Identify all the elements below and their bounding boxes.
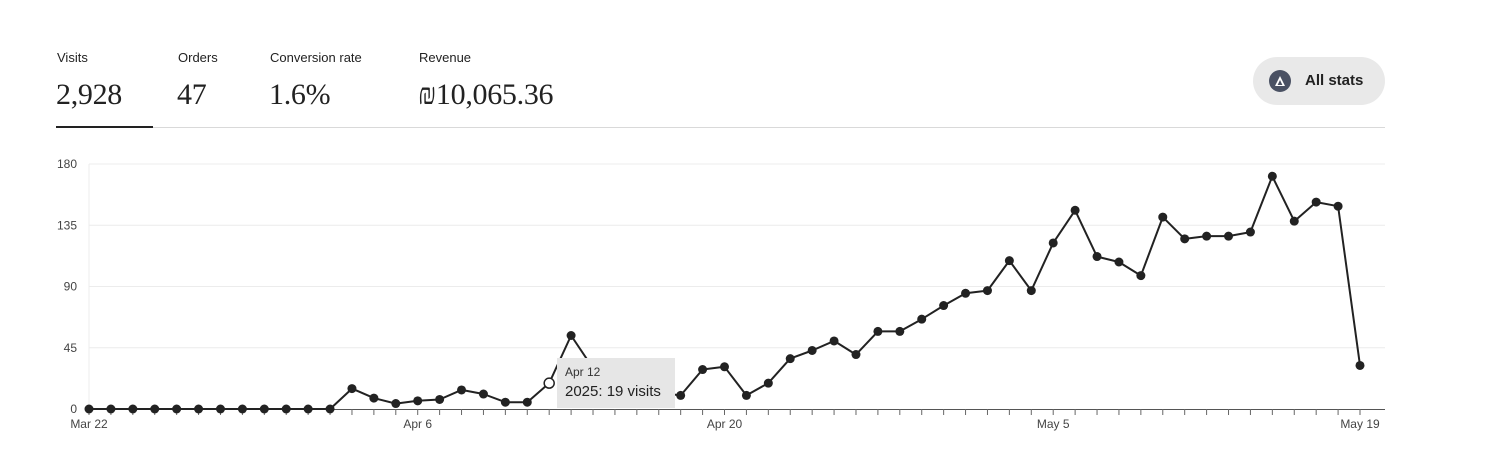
data-point bbox=[1048, 238, 1058, 248]
y-tick-label: 180 bbox=[57, 157, 77, 171]
data-point bbox=[215, 404, 225, 414]
x-tick-label: Apr 20 bbox=[707, 417, 743, 431]
data-point bbox=[106, 404, 116, 414]
all-stats-button[interactable]: All stats bbox=[1253, 57, 1385, 105]
stat-label: Orders bbox=[178, 50, 218, 65]
stat-label: Revenue bbox=[419, 50, 472, 65]
data-point bbox=[720, 362, 729, 372]
data-point bbox=[785, 354, 795, 364]
data-point bbox=[939, 301, 949, 311]
data-point bbox=[763, 378, 773, 388]
stat-tab-conversion-rate[interactable]: Conversion rate 1.6% bbox=[269, 0, 389, 127]
data-point bbox=[698, 365, 708, 375]
data-point bbox=[391, 399, 401, 409]
data-point bbox=[807, 345, 817, 355]
all-stats-label: All stats bbox=[1305, 72, 1364, 89]
data-point bbox=[435, 394, 445, 404]
data-point bbox=[194, 404, 204, 414]
active-tab-underline bbox=[56, 126, 153, 128]
y-tick-label: 45 bbox=[64, 341, 78, 355]
stat-tab-visits[interactable]: Visits 2,928 bbox=[56, 0, 153, 128]
data-point bbox=[237, 404, 247, 414]
data-point bbox=[1267, 171, 1277, 181]
data-point bbox=[128, 404, 138, 414]
data-point bbox=[1311, 197, 1321, 207]
data-point bbox=[1180, 234, 1190, 244]
stat-label: Conversion rate bbox=[270, 50, 362, 65]
data-point bbox=[1224, 231, 1234, 241]
data-point bbox=[1355, 360, 1365, 370]
tooltip-date: Apr 12 bbox=[565, 365, 601, 379]
data-point bbox=[1289, 216, 1299, 226]
data-point bbox=[500, 397, 510, 407]
data-point bbox=[522, 397, 532, 407]
data-point bbox=[1092, 252, 1102, 262]
data-point bbox=[325, 404, 335, 414]
data-point bbox=[259, 404, 269, 414]
stat-tab-revenue[interactable]: Revenue ₪10,065.36 bbox=[418, 0, 578, 127]
stat-value: 2,928 bbox=[56, 78, 123, 111]
data-point bbox=[457, 385, 467, 395]
data-point bbox=[478, 389, 488, 399]
y-tick-label: 0 bbox=[70, 402, 77, 416]
data-point bbox=[1070, 205, 1080, 215]
stat-value: 47 bbox=[177, 78, 207, 111]
data-point bbox=[1202, 231, 1212, 241]
data-point bbox=[1245, 227, 1255, 237]
stat-tab-orders[interactable]: Orders 47 bbox=[177, 0, 237, 127]
data-point bbox=[982, 286, 992, 296]
logo-icon bbox=[1269, 70, 1291, 92]
data-point bbox=[1026, 286, 1036, 296]
chart-tooltip: Apr 12 2025: 19 visits bbox=[557, 358, 675, 408]
visits-line-chart: 0 45 90 135 180 Mar 22 Apr 6 Apr 20 May 5 May 19 bbox=[57, 157, 1385, 431]
stats-tabs: Visits 2,928 Orders 47 Conversion rate 1… bbox=[56, 0, 1385, 128]
y-tick-label: 135 bbox=[57, 218, 77, 232]
data-point bbox=[1136, 271, 1146, 281]
data-point bbox=[1158, 212, 1168, 222]
data-point bbox=[84, 404, 94, 414]
data-point bbox=[829, 336, 839, 346]
data-point bbox=[1004, 256, 1014, 266]
data-point bbox=[1114, 257, 1124, 267]
data-point bbox=[676, 390, 686, 400]
data-point bbox=[150, 404, 160, 414]
data-point bbox=[369, 393, 379, 403]
series-line bbox=[89, 175, 1361, 410]
x-tick-label: Apr 6 bbox=[403, 417, 432, 431]
data-point bbox=[895, 326, 905, 336]
tooltip-value: 2025: 19 visits bbox=[565, 383, 661, 400]
data-point bbox=[873, 326, 883, 336]
data-point bbox=[347, 384, 357, 394]
stat-value: 1.6% bbox=[269, 78, 331, 111]
data-point bbox=[566, 331, 576, 340]
x-tick-label: May 5 bbox=[1037, 417, 1070, 431]
x-tick-label: May 19 bbox=[1340, 417, 1380, 431]
data-point bbox=[851, 350, 861, 360]
data-point bbox=[961, 288, 971, 298]
stat-value: ₪10,065.36 bbox=[418, 78, 554, 111]
data-point bbox=[303, 404, 313, 414]
data-point bbox=[741, 390, 751, 400]
data-point bbox=[917, 314, 927, 324]
x-tick-label: Mar 22 bbox=[70, 417, 108, 431]
data-point bbox=[413, 396, 423, 406]
y-tick-label: 90 bbox=[64, 280, 78, 294]
data-point bbox=[172, 404, 182, 414]
hovered-data-point bbox=[543, 377, 555, 389]
data-point bbox=[1333, 201, 1343, 211]
data-point bbox=[281, 404, 291, 414]
stat-label: Visits bbox=[57, 50, 88, 65]
